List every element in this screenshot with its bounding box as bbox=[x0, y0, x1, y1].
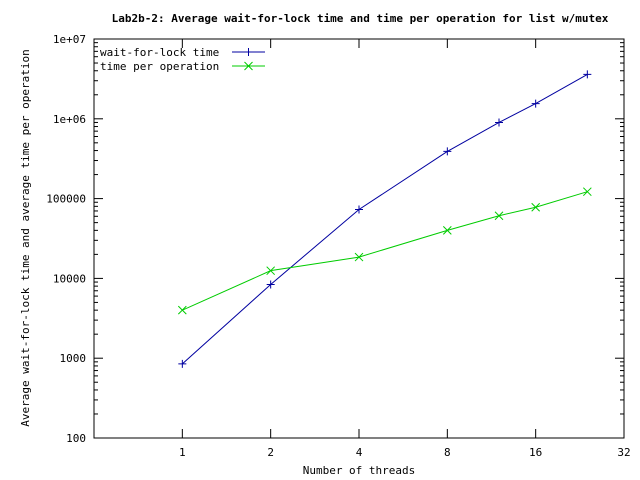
series-1 bbox=[177, 187, 592, 315]
legend-marker bbox=[244, 61, 253, 71]
legend-marker bbox=[244, 48, 253, 56]
data-point bbox=[178, 359, 187, 368]
data-point bbox=[531, 202, 541, 212]
x-axis-label: Number of threads bbox=[303, 464, 416, 477]
x-tick-label: 2 bbox=[267, 446, 274, 459]
y-tick-label: 100000 bbox=[46, 193, 86, 206]
x-tick-label: 32 bbox=[617, 446, 630, 459]
series-line bbox=[181, 73, 588, 365]
data-point bbox=[583, 70, 592, 79]
data-point bbox=[531, 99, 540, 108]
y-tick-label: 1000 bbox=[60, 352, 87, 365]
data-point bbox=[266, 266, 276, 276]
y-tick-label: 10000 bbox=[53, 272, 86, 285]
series-layer bbox=[177, 70, 592, 368]
chart-title: Lab2b-2: Average wait-for-lock time and … bbox=[112, 12, 609, 25]
data-point bbox=[354, 252, 364, 262]
y-tick-label: 1e+07 bbox=[53, 33, 86, 46]
x-tick-label: 1 bbox=[179, 446, 186, 459]
data-point bbox=[177, 305, 187, 315]
x-tick-label: 8 bbox=[444, 446, 451, 459]
series-line bbox=[182, 191, 588, 311]
series-0 bbox=[178, 70, 592, 368]
data-point bbox=[442, 226, 452, 235]
y-axis-label: Average wait-for-lock time and average t… bbox=[19, 49, 32, 427]
y-tick-label: 100 bbox=[66, 432, 86, 445]
data-point bbox=[495, 118, 504, 127]
data-point bbox=[582, 187, 592, 197]
data-point bbox=[494, 211, 504, 221]
ticks-layer: 1 2 4 8 16 32 100 1000 10000 100000 1e+06 1e+07 bbox=[46, 33, 630, 459]
data-point bbox=[443, 147, 452, 156]
x-tick-label: 4 bbox=[356, 446, 363, 459]
x-tick-label: 16 bbox=[529, 446, 542, 459]
data-point bbox=[266, 280, 275, 289]
legend-label: wait-for-lock time bbox=[100, 46, 219, 59]
y-tick-label: 1e+06 bbox=[53, 113, 86, 126]
data-point bbox=[355, 205, 363, 214]
legend-label: time per operation bbox=[100, 60, 219, 73]
